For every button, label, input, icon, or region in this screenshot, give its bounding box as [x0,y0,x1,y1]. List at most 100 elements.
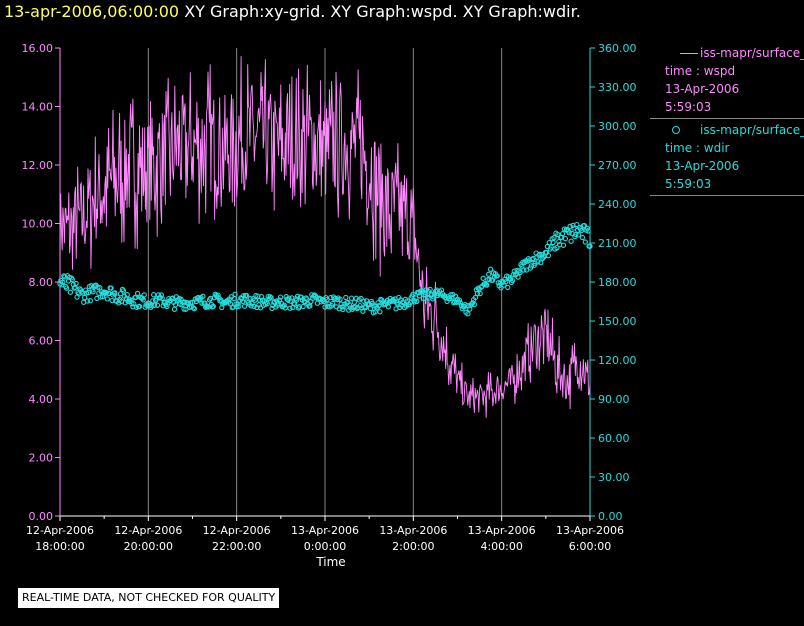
header-graph-titles: XY Graph:xy-grid. XY Graph:wspd. XY Grap… [184,2,581,21]
wdir-point [277,294,284,300]
x-tick-label-time: 20:00:00 [124,540,173,553]
wdir-point [579,234,586,241]
wdir-point [480,275,486,281]
wdir-point [556,238,562,245]
wdir-point [236,303,242,309]
y-right-tick-label: 330.00 [598,81,637,94]
wdir-point [120,288,127,294]
wdir-point [503,279,509,285]
x-tick-label-date: 13-Apr-2006 [468,524,536,537]
x-tick-label-date: 13-Apr-2006 [379,524,447,537]
wspd-line [59,56,591,516]
wdir-point [407,299,413,306]
wdir-point [571,225,577,231]
y-right-tick-label: 360.00 [598,42,637,55]
wdir-point [562,235,569,242]
y-right-tick-label: 90.00 [598,393,630,406]
legend-entry-wspd[interactable]: iss-mapr/surface_m time : wspd 13-Apr-20… [650,44,804,119]
wdir-point [268,295,274,301]
wdir-point [477,290,483,297]
wdir-point [535,259,541,265]
y-right-tick-label: 210.00 [598,237,637,250]
wdir-point [243,292,250,299]
legend-dot-swatch [672,126,680,134]
wdir-point [361,298,367,304]
wdir-point [538,260,544,266]
wdir-point [154,302,161,308]
wdir-point [69,276,75,283]
x-tick-label-time: 4:00:00 [480,540,522,553]
x-tick-label-date: 12-Apr-2006 [114,524,182,537]
wdir-point [536,252,542,258]
wdir-point [341,304,347,310]
wdir-point [112,290,118,296]
wdir-point [587,243,593,249]
wdir-point [292,301,298,307]
quality-notice: REAL-TIME DATA, NOT CHECKED FOR QUALITY [18,588,280,608]
y-right-tick-label: 150.00 [598,315,637,328]
wdir-point [247,296,253,302]
wdir-point [532,260,538,266]
wdir-point [456,297,463,303]
wspd-series [59,56,591,516]
wdir-point [287,305,293,311]
wdir-point [574,221,580,228]
wdir-point [471,301,478,308]
wdir-point [210,303,216,309]
wdir-point [585,228,591,234]
wdir-point [117,291,124,297]
y-right-tick-label: 120.00 [598,354,637,367]
wdir-point [199,300,205,306]
wdir-point [140,297,146,303]
wdir-point [484,282,490,288]
wdir-point [566,230,572,236]
wdir-point [537,251,543,257]
wdir-point [469,301,475,307]
wdir-point [151,292,157,298]
x-tick-label-time: 0:00:00 [304,540,346,553]
wdir-point [559,231,566,237]
wdir-point [551,235,557,241]
wdir-point [486,271,492,277]
wdir-point [241,303,248,309]
wdir-point [560,242,567,248]
wdir-point [545,252,552,259]
wdir-point [124,292,130,298]
wdir-point [136,303,143,310]
wdir-point [478,284,484,290]
wdir-point [303,295,309,301]
tick-labels: 0.00 2.00 4.00 6.00 8.00 10.00 12.00 14.00 16.00… [22,42,637,553]
wdir-point [164,303,170,310]
wdir-point [264,300,270,307]
wdir-point [575,232,582,238]
y-left-tick-label: 4.00 [29,393,54,406]
wdir-point [509,277,516,284]
wdir-point [128,297,134,304]
legend-entry-wdir[interactable]: iss-mapr/surface_m time : wdir 13-Apr-20… [650,121,804,196]
legend-series-variable: time : wdir [665,141,730,155]
y-left-tick-label: 2.00 [29,452,54,465]
wdir-point [413,295,419,301]
legend-series-date: 13-Apr-2006 [665,82,740,96]
y-left-tick-label: 12.00 [22,159,54,172]
y-left-tick-label: 14.00 [22,101,54,114]
wdir-point [465,311,471,317]
wdir-point [472,294,479,301]
wdir-point [73,280,79,287]
wdir-point [85,290,92,296]
wdir-point [151,302,158,308]
wdir-point [149,302,155,309]
legend-series-date: 13-Apr-2006 [665,159,740,173]
wdir-point [414,298,420,305]
wdir-point [131,301,137,307]
wdir-point [304,296,310,302]
wdir-point [573,231,579,238]
wdir-point [410,291,416,297]
wdir-point [81,294,88,301]
wdir-point [376,303,382,309]
y-left-tick-label: 10.00 [22,218,54,231]
legend-series-name: iss-mapr/surface_m [700,46,804,60]
legend[interactable]: iss-mapr/surface_m time : wspd 13-Apr-20… [650,44,804,196]
wdir-point [494,273,500,279]
